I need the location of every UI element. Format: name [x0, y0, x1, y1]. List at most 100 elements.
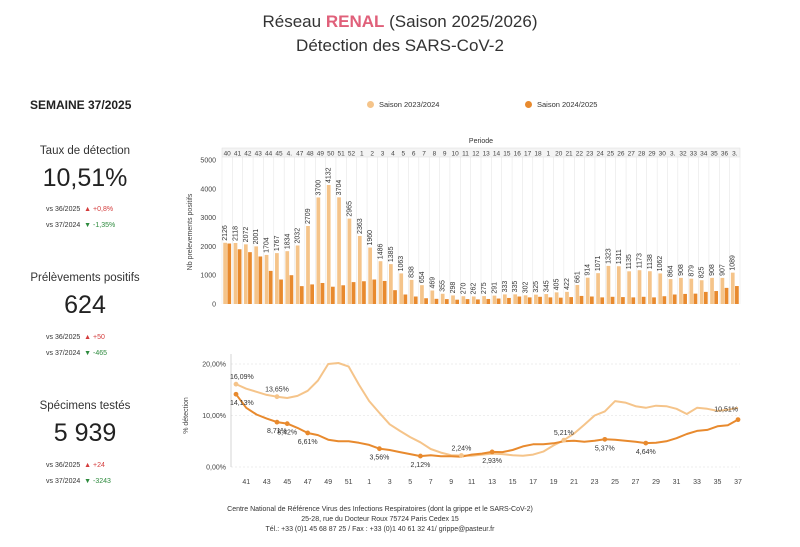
- bar-2023-2024: [409, 279, 414, 304]
- data-point-marker: [458, 453, 464, 458]
- bar-2024-2025: [683, 293, 687, 304]
- legend-dot-icon: [367, 101, 374, 108]
- data-label: 5,21%: [554, 430, 574, 437]
- data-point-marker: [274, 394, 280, 400]
- period-label: 1: [360, 151, 364, 158]
- period-label: 52: [348, 151, 356, 158]
- arrow-down-icon: ▼: [84, 222, 92, 229]
- bar-data-label: 262: [471, 283, 478, 295]
- period-label: 29: [648, 151, 656, 158]
- bar-2024-2025: [289, 275, 294, 304]
- x-tick-label: 21: [570, 479, 578, 486]
- bar-2023-2024: [357, 235, 362, 304]
- period-label: 5: [401, 151, 405, 158]
- x-tick-label: 29: [652, 479, 660, 486]
- bar-2024-2025: [393, 290, 397, 304]
- bar-2024-2025: [714, 291, 719, 304]
- bar-2024-2025: [320, 282, 325, 304]
- x-tick-label: 35: [714, 479, 722, 486]
- bar-2023-2024: [233, 243, 238, 304]
- period-label: 48: [306, 151, 314, 158]
- bar-2023-2024: [658, 273, 663, 304]
- period-label: 6: [412, 151, 416, 158]
- data-label: 5,37%: [595, 445, 615, 452]
- data-label: 16,09%: [230, 374, 254, 381]
- bar-data-label: 298: [450, 282, 457, 294]
- bar-2024-2025: [279, 279, 283, 304]
- bar-data-label: 1138: [647, 254, 654, 269]
- period-label: 36: [721, 151, 729, 158]
- kpi-specimens-label: Spécimens testés: [39, 400, 131, 412]
- period-label: 41: [234, 151, 242, 158]
- kpi-positives-label: Prélèvements positifs: [30, 272, 140, 284]
- bar-data-label: 405: [554, 279, 561, 291]
- bar-2023-2024: [710, 277, 714, 304]
- x-tick-label: 51: [345, 479, 353, 486]
- bar-2023-2024: [679, 277, 683, 304]
- bar-data-label: 1063: [398, 256, 405, 272]
- x-tick-label: 1: [367, 479, 371, 486]
- bar-data-label: 2001: [253, 229, 260, 245]
- bar-2024-2025: [465, 299, 470, 304]
- bar-2023-2024: [482, 296, 486, 304]
- period-label: 26: [617, 151, 625, 158]
- period-label: 45: [275, 151, 283, 158]
- arrow-up-icon: ▲: [84, 334, 92, 341]
- bar-2023-2024: [326, 184, 331, 304]
- bar-2023-2024: [471, 296, 476, 304]
- bar-2024-2025: [413, 296, 418, 304]
- bar-data-label: 838: [409, 266, 416, 278]
- bar-2023-2024: [534, 294, 538, 304]
- cmp-delta: +50: [93, 334, 105, 341]
- week-label: SEMAINE 37/2025: [30, 98, 132, 112]
- bar-2024-2025: [476, 299, 480, 304]
- bar-2023-2024: [513, 294, 518, 304]
- bar-2023-2024: [399, 273, 404, 304]
- cmp-delta: +24: [93, 462, 105, 469]
- bar-2023-2024: [502, 294, 507, 304]
- period-label: 40: [224, 151, 232, 158]
- bar-data-label: 1071: [595, 255, 602, 271]
- kpi-detection-rate-cmp-2: vs 37/2024 ▼ -1,35%: [46, 222, 115, 229]
- period-label: 28: [638, 151, 646, 158]
- bar-data-label: 3704: [336, 180, 343, 196]
- bar-2023-2024: [254, 246, 259, 304]
- bar-2024-2025: [735, 286, 739, 304]
- line-series-2024-2025: [235, 393, 739, 458]
- x-tick-label: 37: [734, 479, 742, 486]
- arrow-down-icon: ▼: [84, 478, 92, 485]
- period-label: 24: [597, 151, 605, 158]
- bar-data-label: 2363: [357, 218, 364, 234]
- data-label: 2,12%: [410, 462, 430, 469]
- period-label: 11: [462, 151, 469, 158]
- kpi-detection-rate-value: 10,51%: [42, 164, 128, 192]
- bar-2024-2025: [372, 279, 377, 304]
- x-tick-label: 47: [304, 479, 312, 486]
- bar-data-label: 1323: [605, 248, 612, 264]
- bar-data-label: 2032: [295, 228, 302, 244]
- bar-2024-2025: [237, 249, 242, 304]
- period-label: 7: [422, 151, 426, 158]
- bar-2023-2024: [648, 271, 652, 304]
- cmp-label: vs 36/2025: [46, 206, 81, 213]
- bar-data-label: 1062: [657, 256, 664, 272]
- legend-item-2024-2025: Saison 2024/2025: [525, 100, 597, 109]
- kpi-positives-value: 624: [64, 291, 106, 319]
- cmp-label: vs 36/2025: [46, 334, 81, 341]
- data-label: 4,64%: [636, 449, 656, 456]
- bar-data-label: 654: [419, 271, 426, 283]
- bar-2023-2024: [699, 280, 704, 304]
- period-label: 34: [700, 151, 708, 158]
- period-label: 9: [443, 151, 447, 158]
- bar-2024-2025: [310, 284, 314, 304]
- bar-2023-2024: [492, 295, 497, 304]
- period-label: 12: [472, 151, 480, 158]
- bar-2023-2024: [316, 197, 321, 304]
- footer-line-3: Tél.: +33 (0)1 45 68 87 25 / Fax : +33 (…: [265, 526, 495, 533]
- data-point-marker: [602, 436, 608, 442]
- bar-2024-2025: [641, 296, 646, 304]
- bar-2024-2025: [382, 280, 387, 304]
- x-tick-label: 49: [324, 479, 332, 486]
- footer-line-1: Centre National de Référence Virus des I…: [227, 506, 533, 513]
- data-label: 13,65%: [265, 387, 289, 394]
